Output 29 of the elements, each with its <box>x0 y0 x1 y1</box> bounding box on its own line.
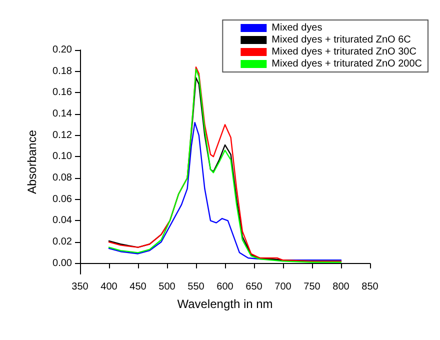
x-tick-label: 700 <box>274 282 292 292</box>
x-tick-label: 800 <box>332 282 350 292</box>
y-tick-label: 0.12 <box>52 130 72 141</box>
x-tick-label: 550 <box>188 282 205 292</box>
y-tick-label: 0.06 <box>52 194 72 205</box>
legend-label: Mixed dyes + triturated ZnO 200C <box>272 58 422 70</box>
x-tick-label: 450 <box>130 282 147 292</box>
line-series <box>108 122 342 261</box>
y-tick-label: 0.10 <box>52 151 72 162</box>
y-tick-label: 0.04 <box>52 215 72 226</box>
x-axis-title: Wavelength in nm <box>177 297 273 311</box>
y-tick-label: 0.20 <box>52 44 72 56</box>
y-tick-label: 0.02 <box>52 236 72 248</box>
y-tick-label: 0.14 <box>52 108 72 120</box>
y-tick-label: 0.08 <box>52 172 72 184</box>
y-tick-label: 0.00 <box>52 258 72 269</box>
x-tick-label: 400 <box>100 282 118 292</box>
x-tick-label: 500 <box>158 282 176 292</box>
x-tick-label: 350 <box>72 282 89 292</box>
y-tick-label: 0.18 <box>52 66 72 77</box>
legend-label: Mixed dyes + triturated ZnO 6C <box>272 34 411 46</box>
legend-label: Mixed dyes + triturated ZnO 30C <box>272 46 416 58</box>
y-tick-label: 0.16 <box>52 87 72 98</box>
x-tick-label: 650 <box>246 282 263 292</box>
x-tick-label: 600 <box>216 282 234 292</box>
y-axis-title: Absorbance <box>25 130 39 194</box>
legend-label: Mixed dyes <box>272 22 322 34</box>
x-tick-label: 850 <box>362 282 379 292</box>
x-tick-label: 750 <box>304 282 321 292</box>
